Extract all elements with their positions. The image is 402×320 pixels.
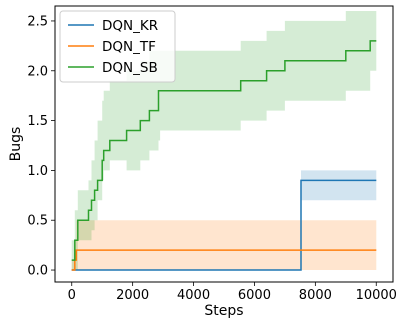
legend: DQN_KR DQN_TF DQN_SB bbox=[59, 10, 176, 83]
y-axis-label: Bugs bbox=[8, 127, 24, 162]
x-axis: 0 2000 4000 6000 8000 10000 bbox=[68, 282, 397, 303]
line-dqn-sb bbox=[71, 40, 377, 261]
x-tick-label: 10000 bbox=[356, 288, 397, 303]
legend-label: DQN_TF bbox=[102, 39, 156, 55]
y-tick-label: 0.5 bbox=[27, 214, 48, 229]
x-tick-label: 6000 bbox=[238, 288, 271, 303]
series-lines bbox=[71, 40, 377, 271]
y-tick-label: 0.0 bbox=[27, 264, 48, 279]
y-tick-label: 2.5 bbox=[27, 14, 48, 29]
y-axis: 0.0 0.5 1.0 1.5 2.0 2.5 bbox=[27, 14, 55, 279]
line-dqn-kr bbox=[71, 179, 377, 271]
x-tick-label: 8000 bbox=[299, 288, 332, 303]
y-tick-label: 2.0 bbox=[27, 64, 48, 79]
plot-frame bbox=[54, 5, 394, 283]
x-tick-label: 4000 bbox=[177, 288, 210, 303]
y-tick-label: 1.5 bbox=[27, 114, 48, 129]
legend-label: DQN_SB bbox=[102, 60, 158, 76]
y-tick-label: 1.0 bbox=[27, 164, 48, 179]
band-dqn-tf bbox=[71, 220, 377, 270]
legend-label: DQN_KR bbox=[102, 18, 158, 34]
x-axis-label: Steps bbox=[204, 303, 243, 319]
x-tick-label: 0 bbox=[68, 288, 76, 303]
x-tick-label: 2000 bbox=[116, 288, 149, 303]
legend-box bbox=[59, 10, 176, 83]
